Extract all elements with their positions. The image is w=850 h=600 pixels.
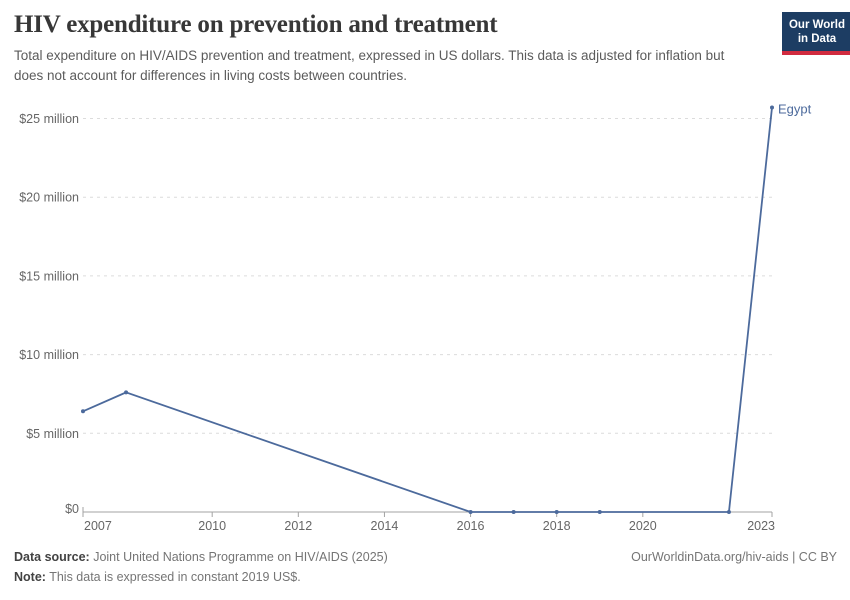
y-axis-tick-label: $20 million [19, 191, 79, 205]
egypt-trend-line[interactable] [82, 107, 773, 513]
attribution-link[interactable]: OurWorldinData.org/hiv-aids | CC BY [631, 550, 837, 564]
data-source-label: Data source: [14, 550, 90, 564]
x-axis-tick-label: 2023 [747, 519, 775, 533]
chart-subtitle: Total expenditure on HIV/AIDS prevention… [14, 48, 725, 83]
data-point-2007[interactable] [81, 409, 85, 414]
y-axis-tick-label: $25 million [19, 112, 79, 126]
data-point-2019[interactable] [597, 510, 602, 514]
note-line: Note: This data is expressed in constant… [14, 567, 837, 587]
plot-wrap: $0 $5 million $10 million $15 million $20 mi… [0, 100, 850, 547]
data-point-2017[interactable] [511, 510, 516, 514]
data-source-text: Joint United Nations Programme on HIV/AI… [89, 550, 388, 564]
data-point-2016[interactable] [468, 510, 473, 514]
x-axis-tick-label: 2014 [371, 519, 399, 533]
x-axis-tick-label: 2018 [543, 519, 571, 533]
owid-logo[interactable]: Our World in Data [782, 12, 850, 56]
x-axis-tick-label: 2020 [629, 519, 657, 533]
x-axis-tick-label: 2007 [84, 519, 112, 533]
x-axis-tick-label: 2012 [284, 519, 312, 533]
data-point-2008[interactable] [124, 390, 129, 395]
data-source-line: Data source: Joint United Nations Progra… [14, 547, 837, 567]
data-point-2022[interactable] [726, 510, 731, 514]
y-axis-tick-label: $10 million [19, 348, 79, 362]
series-label-egypt[interactable]: Egypt [778, 101, 812, 116]
chart-footer: Data source: Joint United Nations Progra… [14, 547, 837, 588]
data-point-2018[interactable] [554, 510, 559, 514]
x-axis-tick-label: 2010 [198, 519, 226, 533]
owid-logo-line1: Our World [788, 19, 845, 31]
chart-header: HIV expenditure on prevention and treatm… [14, 0, 836, 86]
data-point-2023[interactable] [770, 105, 774, 110]
y-axis-tick-label: $15 million [19, 269, 79, 283]
y-axis-tick-label: $0 [65, 502, 79, 516]
note-label: Note: [14, 570, 46, 585]
note-text: This data is expressed in constant 2019 … [45, 570, 301, 585]
x-axis-tick-label: 2016 [457, 519, 485, 533]
chart-title: HIV expenditure on prevention and treatm… [14, 11, 498, 38]
plot-area[interactable]: $0 $5 million $10 million $15 million $20 mi… [0, 100, 850, 542]
owid-logo-line2: in Data [797, 33, 837, 46]
y-axis-tick-label: $5 million [26, 427, 79, 441]
